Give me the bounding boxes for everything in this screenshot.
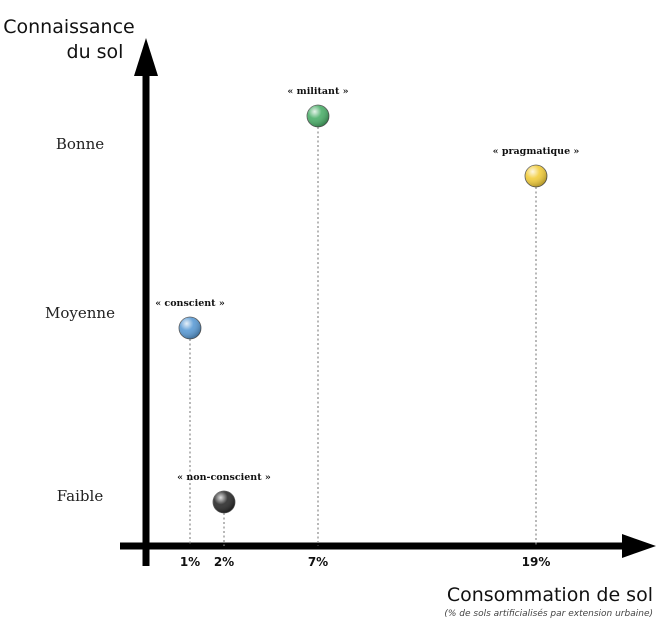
data-point-shine bbox=[179, 317, 201, 339]
y-axis-title-line-1: Connaissance bbox=[3, 16, 135, 38]
data-point-label: « pragmatique » bbox=[493, 146, 580, 157]
y-axis-arrowhead bbox=[134, 38, 158, 76]
data-point-label: « conscient » bbox=[155, 298, 225, 309]
x-axis-subtitle: (% de sols artificialisés par extension … bbox=[444, 608, 653, 619]
data-point-shine bbox=[525, 165, 547, 187]
chart-marks: 1% 2% 7% 19% « conscient » « non-conscient » «… bbox=[155, 86, 579, 569]
x-tick-label: 1% bbox=[180, 555, 200, 569]
x-axis-title: Consommation de sol bbox=[447, 584, 653, 606]
data-point-shine bbox=[307, 105, 329, 127]
x-tick-label: 19% bbox=[522, 555, 551, 569]
data-point-label: « militant » bbox=[287, 86, 348, 97]
data-point-shine bbox=[213, 491, 235, 513]
y-axis-title: Connaissance du sol bbox=[3, 16, 141, 63]
y-axis-title-line-2: du sol bbox=[67, 41, 124, 63]
y-tick-label-moyenne: Moyenne bbox=[45, 304, 115, 322]
y-tick-label-bonne: Bonne bbox=[56, 135, 104, 153]
x-axis-arrowhead bbox=[622, 534, 656, 558]
x-tick-label: 7% bbox=[308, 555, 328, 569]
y-tick-label-faible: Faible bbox=[57, 487, 104, 505]
data-point-label: « non-conscient » bbox=[177, 472, 271, 483]
x-tick-label: 2% bbox=[214, 555, 234, 569]
